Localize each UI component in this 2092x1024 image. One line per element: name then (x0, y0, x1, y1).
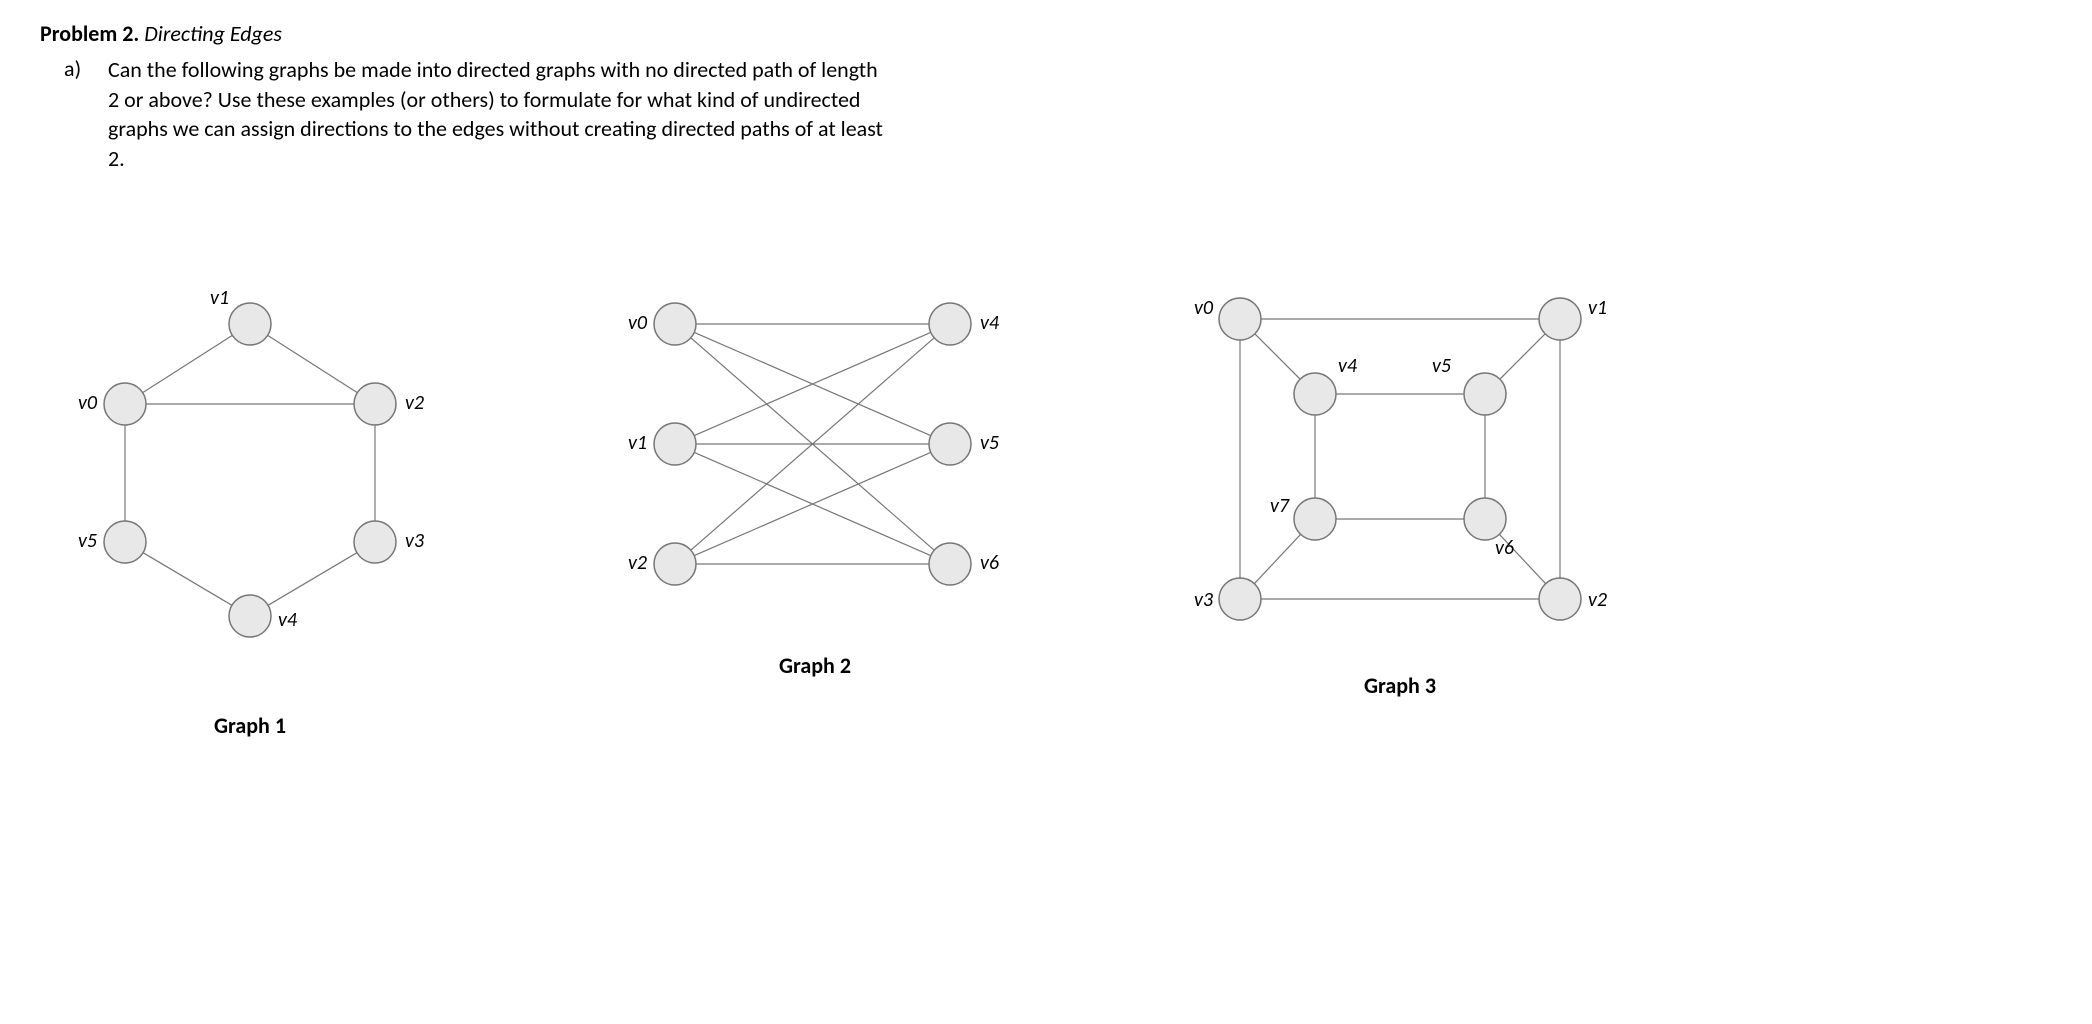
node-v5 (929, 423, 971, 465)
problem-number: Problem 2. (40, 20, 139, 47)
graph-3-svg: v0 v1 v4 v5 v7 v6 v3 v2 (1170, 264, 1630, 644)
question-row: a) Can the following graphs be made into… (64, 55, 2052, 174)
node-v7 (1294, 498, 1336, 540)
graph-2-panel: v0 v1 v2 v4 v5 v6 Graph 2 (580, 264, 1050, 739)
node-label-v5: v5 (1432, 354, 1451, 378)
edge-v4-v3 (268, 552, 357, 605)
node-label-v7: v7 (1270, 494, 1290, 518)
node-v4 (929, 303, 971, 345)
node-v5 (104, 521, 146, 563)
node-v0 (1219, 298, 1261, 340)
node-label-v1: v1 (1588, 296, 1607, 320)
node-v0 (654, 303, 696, 345)
graph-1-panel: v1 v0 v2 v5 v3 v4 Graph 1 (40, 264, 460, 739)
node-label-v3: v3 (405, 529, 425, 553)
node-label-v0: v0 (1194, 296, 1214, 320)
node-v0 (104, 383, 146, 425)
node-v6 (1464, 498, 1506, 540)
node-label-v0: v0 (78, 391, 98, 415)
graph-2-svg: v0 v1 v2 v4 v5 v6 (580, 264, 1050, 624)
edge-v0-v1 (143, 335, 233, 392)
graphs-row: v1 v0 v2 v5 v3 v4 Graph 1 v0 v1 v2 v4 v5 v6 Graph … (40, 264, 2052, 739)
part-marker: a) (64, 55, 86, 174)
graph-1-caption: Graph 1 (214, 712, 286, 739)
node-label-v6: v6 (1495, 536, 1514, 560)
graph-3-panel: v0 v1 v4 v5 v7 v6 v3 v2 Graph 3 (1170, 264, 1630, 739)
node-v4 (1294, 373, 1336, 415)
node-label-v2: v2 (628, 551, 647, 575)
node-label-v6: v6 (980, 551, 999, 575)
node-label-v2: v2 (1588, 588, 1607, 612)
node-v6 (929, 543, 971, 585)
node-v2 (354, 383, 396, 425)
node-label-v3: v3 (1194, 588, 1214, 612)
graph-1-svg: v1 v0 v2 v5 v3 v4 (40, 264, 460, 684)
node-v4 (229, 595, 271, 637)
node-label-v5: v5 (78, 529, 97, 553)
node-label-v2: v2 (405, 391, 424, 415)
node-label-v1: v1 (210, 286, 229, 310)
node-v5 (1464, 373, 1506, 415)
node-v1 (654, 423, 696, 465)
node-label-v4: v4 (980, 311, 1000, 335)
edge-v1-v5 (1500, 334, 1545, 379)
node-label-v1: v1 (628, 431, 647, 455)
edge-v1-v2 (268, 335, 358, 392)
graph-2-caption: Graph 2 (779, 652, 851, 679)
node-label-v4: v4 (278, 608, 298, 632)
node-v3 (1219, 578, 1261, 620)
edge-v3-v7 (1254, 534, 1300, 583)
node-v1 (1539, 298, 1581, 340)
problem-title: Directing Edges (144, 20, 282, 47)
edge-v5-v4 (143, 552, 232, 605)
node-label-v4: v4 (1338, 354, 1358, 378)
graph-3-caption: Graph 3 (1364, 672, 1436, 699)
node-v2 (1539, 578, 1581, 620)
node-v1 (229, 303, 271, 345)
node-label-v5: v5 (980, 431, 999, 455)
node-label-v0: v0 (628, 311, 648, 335)
edge-v0-v4 (1255, 334, 1300, 379)
question-text: Can the following graphs be made into di… (108, 55, 888, 174)
problem-header: Problem 2. Directing Edges (40, 20, 2052, 47)
node-v2 (654, 543, 696, 585)
node-v3 (354, 521, 396, 563)
